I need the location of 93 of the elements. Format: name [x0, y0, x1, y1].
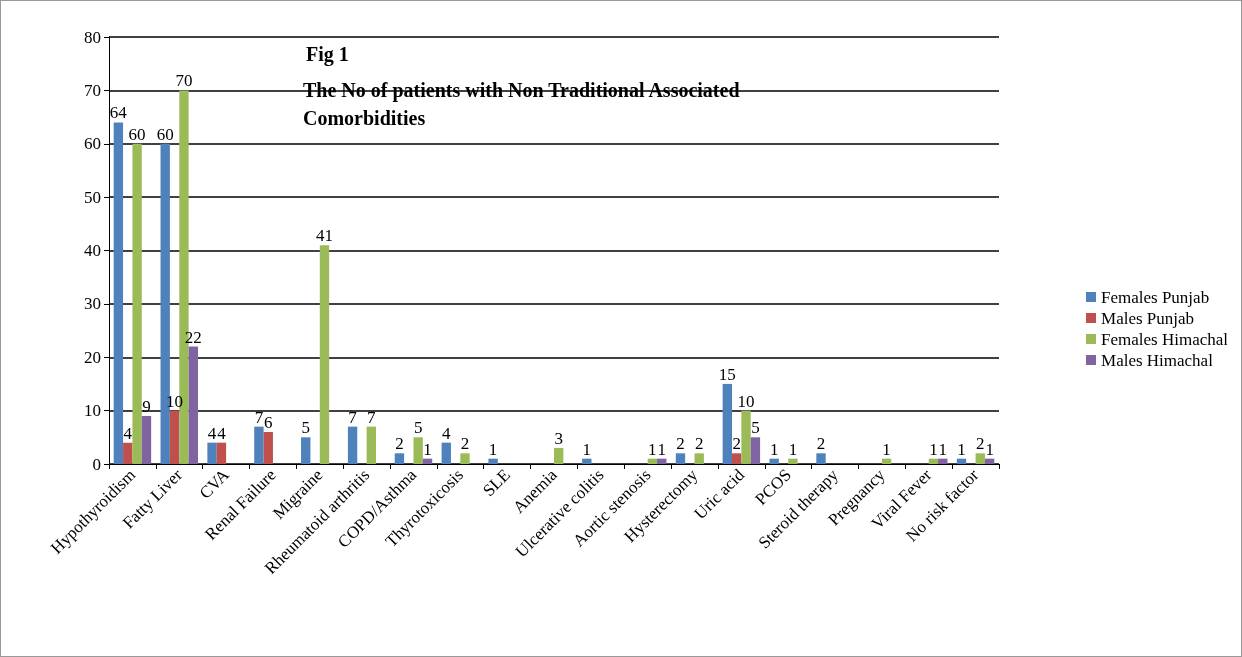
data-label: 1 [985, 439, 994, 459]
data-label: 1 [929, 439, 938, 459]
bar [732, 453, 742, 464]
bar [301, 437, 311, 464]
data-label: 2 [816, 434, 826, 454]
data-label: 2 [694, 434, 704, 454]
bar [319, 245, 330, 464]
data-label: 1 [488, 439, 498, 459]
bar [366, 426, 376, 464]
bar [441, 442, 451, 464]
bar [347, 426, 358, 464]
data-label: 2 [395, 434, 404, 454]
data-label: 64 [109, 103, 128, 123]
data-label: 2 [460, 434, 470, 454]
legend-label: Females Himachal [1101, 329, 1229, 349]
bar [254, 426, 264, 464]
y-tick-label: 0 [92, 454, 101, 474]
bar [694, 453, 704, 464]
data-label: 6 [264, 412, 273, 432]
data-label: 1 [582, 439, 592, 459]
y-tick-label: 20 [84, 347, 101, 367]
bar [123, 442, 133, 464]
data-label: 1 [648, 439, 657, 459]
bar [422, 458, 433, 464]
y-tick-label: 80 [84, 27, 101, 47]
chart-title: Fig 1 [306, 43, 349, 66]
y-tick-label: 40 [84, 241, 101, 260]
data-label: 4 [217, 423, 227, 443]
legend-label: Males Punjab [1101, 308, 1195, 328]
bar [816, 453, 826, 464]
bar [460, 453, 470, 464]
data-label: 1 [657, 439, 666, 459]
data-label: 7 [348, 407, 358, 427]
bar [657, 458, 667, 464]
bar [975, 453, 985, 464]
bar [582, 458, 592, 464]
bar [413, 437, 423, 464]
x-tick-label: SLE [479, 465, 514, 501]
data-label: 60 [156, 124, 174, 144]
bar [113, 122, 124, 464]
data-label: 15 [718, 364, 736, 384]
data-label: 1 [957, 439, 966, 459]
data-label: 10 [737, 391, 755, 411]
data-label: 7 [254, 407, 264, 427]
legend-label: Females Punjab [1101, 287, 1210, 307]
data-label: 4 [123, 423, 133, 443]
y-tick-label: 70 [84, 80, 101, 100]
bar [554, 447, 564, 464]
bar [132, 143, 142, 464]
bar [984, 458, 995, 464]
x-tick-label: CVA [195, 464, 234, 503]
bar [216, 442, 227, 464]
bar [928, 458, 939, 464]
bar [741, 410, 751, 464]
bar [881, 458, 892, 464]
data-label: 1 [769, 439, 779, 459]
data-label: 1 [788, 439, 798, 459]
y-tick-label: 60 [84, 134, 101, 154]
bar [263, 431, 273, 464]
bar [750, 437, 761, 464]
data-label: 5 [413, 418, 423, 438]
data-label: 5 [751, 418, 760, 438]
bar [788, 458, 798, 464]
data-label: 41 [315, 226, 333, 246]
data-label: 1 [423, 439, 432, 459]
bar [141, 415, 152, 464]
data-label: 2 [976, 434, 985, 454]
data-label: 5 [301, 418, 310, 438]
bar [769, 458, 779, 464]
data-label: 60 [128, 124, 146, 144]
y-tick-label: 10 [84, 401, 101, 421]
legend-label: Males Himachal [1101, 350, 1214, 370]
bar [722, 383, 732, 464]
bar [675, 453, 686, 464]
data-label: 1 [882, 439, 891, 459]
bar [188, 346, 198, 464]
bar [207, 442, 217, 464]
bar [488, 458, 498, 464]
data-label: 7 [367, 407, 377, 427]
bar [956, 458, 967, 464]
y-tick-label: 30 [84, 294, 101, 314]
data-label: 3 [554, 428, 563, 448]
bar [938, 458, 948, 464]
bar [169, 410, 180, 464]
bar [647, 458, 658, 464]
data-label: 4 [442, 423, 452, 443]
data-label: 70 [175, 71, 193, 91]
data-label: 4 [207, 423, 217, 443]
bar [394, 453, 405, 464]
data-label: 1 [938, 439, 948, 459]
y-tick-label: 50 [84, 187, 101, 207]
data-label: 2 [732, 434, 741, 454]
data-label: 2 [676, 434, 685, 454]
